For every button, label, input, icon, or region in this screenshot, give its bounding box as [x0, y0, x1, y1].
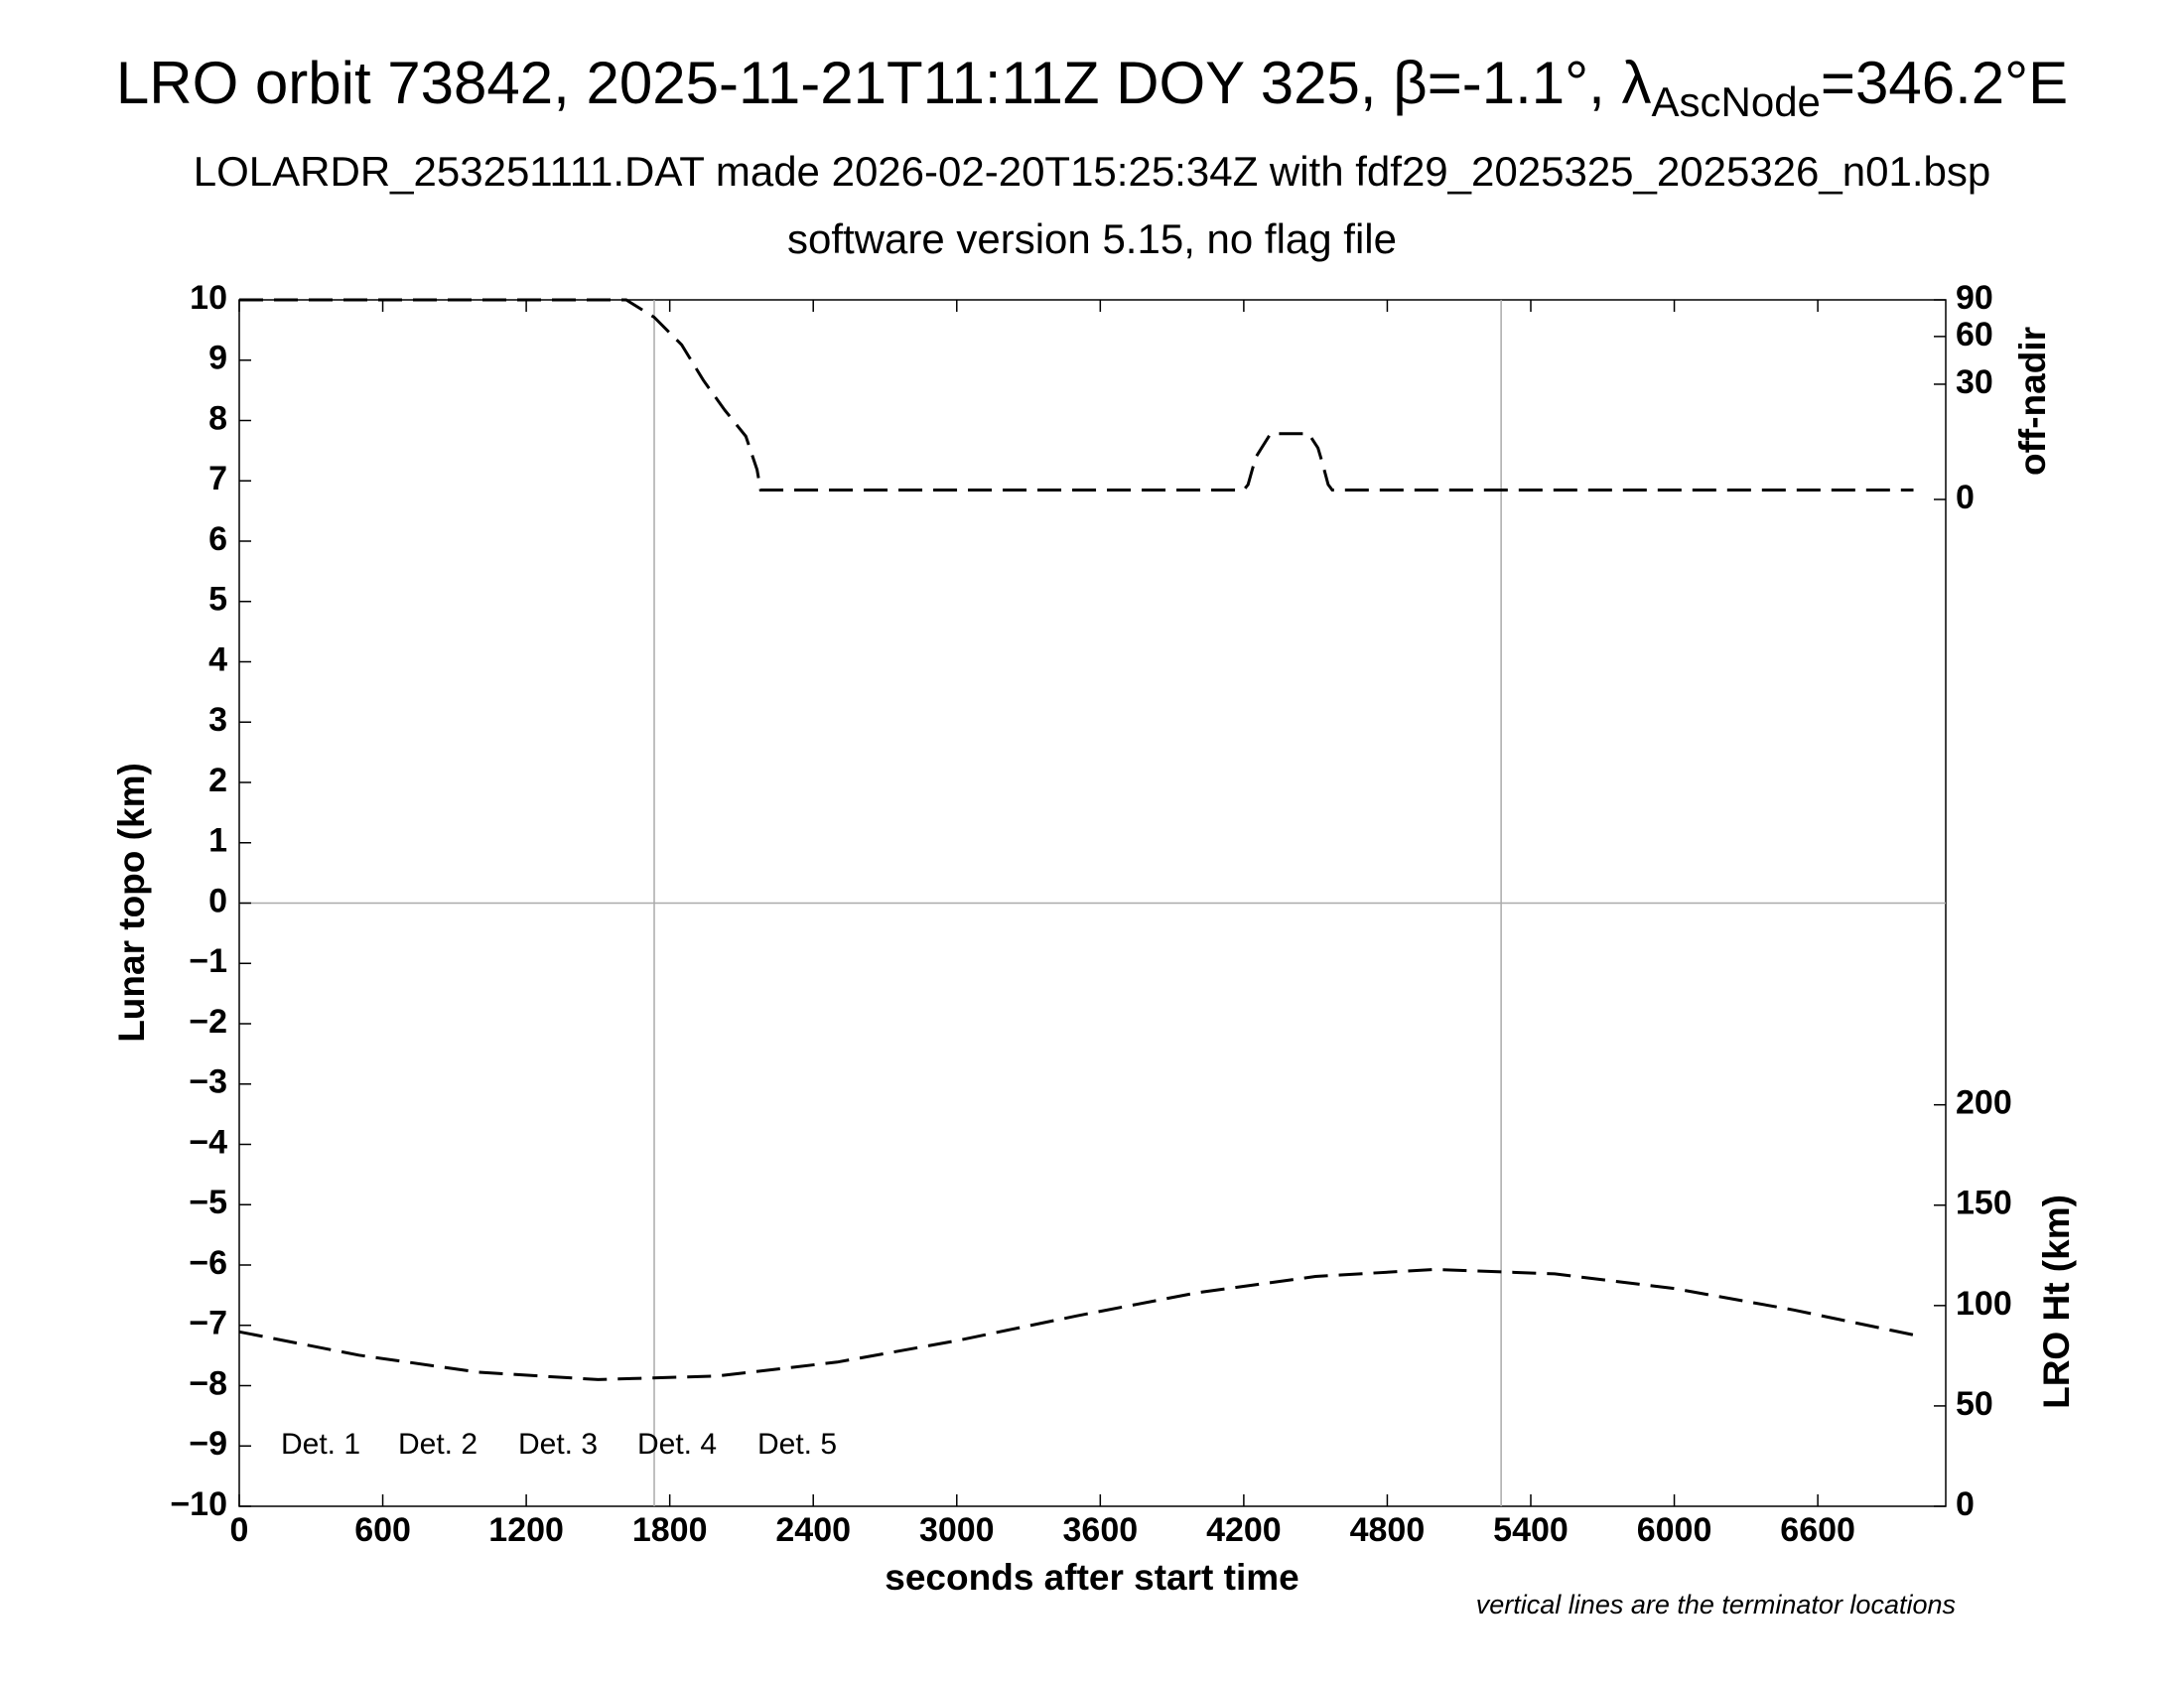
y3-tick-label: 0	[1956, 479, 1975, 516]
y2-axis-label: LRO Ht (km)	[2036, 1195, 2077, 1409]
x-tick-label: 6600	[1780, 1511, 1855, 1549]
y-tick-label: 2	[208, 762, 227, 799]
x-tick-label: 5400	[1493, 1511, 1569, 1549]
y-tick-label: −9	[189, 1425, 227, 1463]
legend-entry: Det. 1	[281, 1428, 360, 1461]
y2-tick-label: 50	[1956, 1385, 1993, 1423]
subtitle: LOLARDR_253251111.DAT made 2026-02-20T15…	[194, 148, 1990, 195]
x-tick-label: 6000	[1637, 1511, 1712, 1549]
legend-entry: Det. 3	[518, 1428, 598, 1461]
y-axis-label: Lunar topo (km)	[111, 763, 152, 1043]
y3-tick-label: 90	[1956, 279, 1993, 317]
y-tick-label: 1	[208, 822, 227, 860]
y-tick-label: 9	[208, 340, 227, 377]
y2-tick-label: 200	[1956, 1084, 2012, 1122]
data-line	[239, 298, 1914, 492]
y3-tick-label: 30	[1956, 363, 1993, 401]
x-tick-label: 1200	[488, 1511, 564, 1549]
y-tick-label: −2	[189, 1003, 227, 1041]
y-tick-label: 10	[190, 279, 227, 317]
y-tick-label: 7	[208, 460, 227, 497]
chart-title: LRO orbit 73842, 2025-11-21T11:11Z DOY 3…	[116, 50, 2068, 125]
x-tick-label: 3000	[919, 1511, 995, 1549]
y-tick-label: −6	[189, 1244, 227, 1282]
title-part: =346.2°E	[1821, 50, 2068, 116]
x-tick-label: 0	[230, 1511, 249, 1549]
note: vertical lines are the terminator locati…	[1476, 1590, 1956, 1619]
y-tick-label: −10	[170, 1485, 227, 1523]
y-tick-label: −5	[189, 1184, 227, 1221]
y2-tick-label: 0	[1956, 1485, 1975, 1523]
y-tick-label: −8	[189, 1364, 227, 1402]
y3-axis-label: off-nadir	[2012, 327, 2053, 476]
x-tick-label: 1800	[632, 1511, 708, 1549]
title-part: LRO orbit 73842, 2025-11-21T11:11Z DOY 3…	[116, 50, 1652, 116]
y-tick-label: 0	[208, 882, 227, 919]
legend-entry: Det. 4	[637, 1428, 717, 1461]
y-tick-label: −4	[189, 1123, 227, 1161]
y-tick-label: −3	[189, 1063, 227, 1101]
legend-entry: Det. 2	[398, 1428, 478, 1461]
y-tick-label: −1	[189, 942, 227, 980]
x-tick-label: 3600	[1063, 1511, 1139, 1549]
data-line	[238, 1267, 1914, 1381]
x-tick-label: 4200	[1206, 1511, 1282, 1549]
y-tick-label: −7	[189, 1305, 227, 1342]
x-tick-label: 600	[354, 1511, 411, 1549]
y-tick-label: 6	[208, 520, 227, 558]
y-tick-label: 3	[208, 701, 227, 739]
y3-tick-label: 60	[1956, 316, 1993, 353]
y-tick-label: 4	[208, 640, 227, 678]
y2-tick-label: 150	[1956, 1185, 2012, 1222]
subtitle: software version 5.15, no flag file	[787, 215, 1397, 262]
x-tick-label: 2400	[775, 1511, 851, 1549]
legend-entry: Det. 5	[757, 1428, 837, 1461]
y2-tick-label: 100	[1956, 1285, 2012, 1323]
x-axis-label: seconds after start time	[885, 1557, 1298, 1598]
y-tick-label: 5	[208, 581, 227, 619]
x-tick-label: 4800	[1350, 1511, 1426, 1549]
title-subscript: AscNode	[1652, 78, 1821, 125]
y-tick-label: 8	[208, 399, 227, 437]
